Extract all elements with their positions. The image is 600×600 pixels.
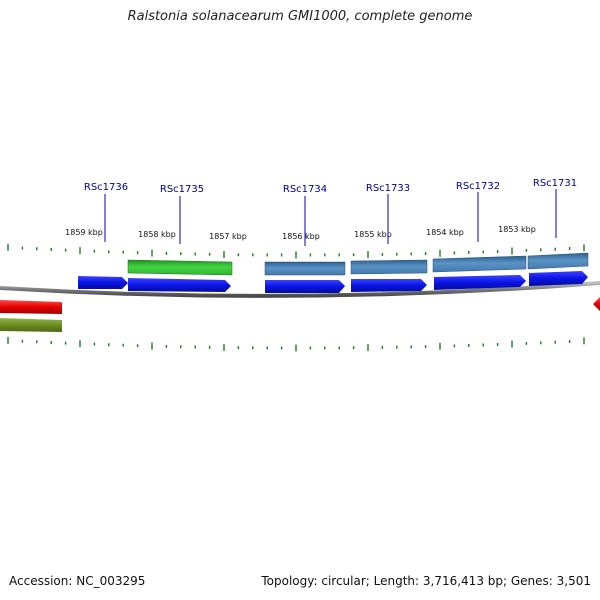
feature-red-left[interactable] — [0, 300, 62, 314]
gene-label-rsc1734[interactable]: RSc1734 — [283, 184, 327, 195]
cds-track — [78, 271, 588, 293]
scale-label-1856: 1856 kbp — [282, 232, 320, 241]
scale-ticks-top — [7, 243, 585, 259]
cds-rsc1735-arrow[interactable] — [128, 278, 231, 292]
gene-label-rsc1735[interactable]: RSc1735 — [160, 184, 204, 195]
scale-label-1858: 1858 kbp — [138, 230, 176, 239]
gene-labels: RSc1736 RSc1735 RSc1734 RSc1733 RSc1732 … — [84, 178, 577, 195]
feature-rsc1733-steel[interactable] — [350, 259, 428, 275]
cds-rsc1732-arrow[interactable] — [434, 275, 526, 290]
gene-label-rsc1731[interactable]: RSc1731 — [533, 178, 577, 189]
scale-label-1859: 1859 kbp — [65, 228, 103, 237]
feature-rsc1731-steel[interactable] — [527, 252, 589, 270]
cds-rsc1731-arrow[interactable] — [529, 271, 588, 286]
feature-rsc1735-green[interactable] — [127, 259, 233, 276]
feature-rsc1734-steel[interactable] — [264, 261, 346, 276]
scale-labels: 1859 kbp 1858 kbp 1857 kbp 1856 kbp 1855… — [65, 225, 536, 241]
genome-backbone — [0, 281, 600, 298]
cds-rsc1734-arrow[interactable] — [265, 280, 345, 293]
gene-label-leaders — [104, 189, 557, 246]
scale-label-1853: 1853 kbp — [498, 225, 536, 234]
feature-track-upper — [127, 252, 589, 276]
genome-summary-text: Topology: circular; Length: 3,716,413 bp… — [261, 574, 591, 588]
feature-olive-left[interactable] — [0, 318, 62, 332]
scale-label-1857: 1857 kbp — [209, 232, 247, 241]
cds-rsc1733-arrow[interactable] — [351, 279, 427, 292]
accession-text: Accession: NC_003295 — [9, 574, 146, 588]
scale-ticks-bottom — [7, 336, 585, 352]
gene-label-rsc1733[interactable]: RSc1733 — [366, 183, 410, 194]
scale-label-1854: 1854 kbp — [426, 228, 464, 237]
scale-label-1855: 1855 kbp — [354, 230, 392, 239]
gene-label-rsc1736[interactable]: RSc1736 — [84, 182, 128, 193]
map-title: Ralstonia solanacearum GMI1000, complete… — [127, 9, 473, 24]
feature-red-right-arrow[interactable] — [593, 297, 600, 311]
reverse-features — [0, 297, 600, 332]
feature-rsc1732-steel[interactable] — [432, 255, 527, 273]
cds-rsc1736-arrow[interactable] — [78, 276, 128, 289]
gene-label-rsc1732[interactable]: RSc1732 — [456, 181, 500, 192]
